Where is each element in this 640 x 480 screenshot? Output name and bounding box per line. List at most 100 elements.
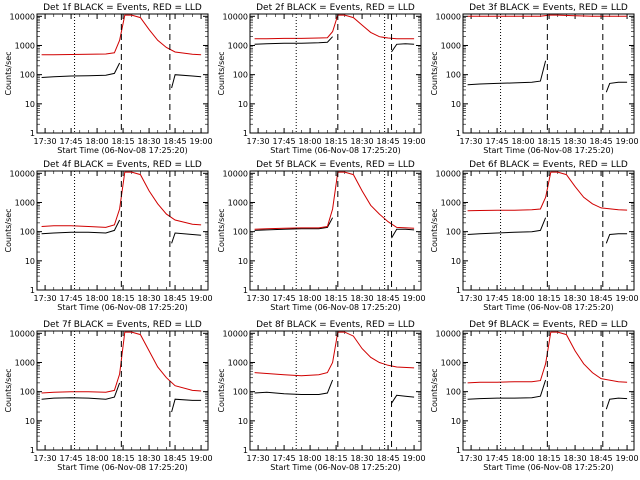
plot-frame [36,330,209,451]
y-tick-label: 10 [25,257,35,266]
x-tick-label: 17:30 [460,137,483,146]
panel-title: Det 4f BLACK = Events, RED = LLD [43,160,202,170]
y-tick-label: 10000 [436,329,461,338]
x-tick-label: 18:45 [164,294,187,303]
series-line-lld [467,14,628,17]
series-line-lld [41,171,202,228]
plot-frame [36,170,209,291]
series-line-lld [467,171,628,212]
plot-frame [249,170,422,291]
x-tick-label: 18:30 [564,137,587,146]
x-tick-label: 17:30 [247,454,270,463]
y-tick-label: 10000 [436,169,461,178]
panel-title: Det 8f BLACK = Events, RED = LLD [256,320,415,330]
y-tick-label: 1000 [441,358,461,367]
x-tick-label: 17:45 [486,137,509,146]
x-tick-label: 17:45 [273,137,296,146]
x-tick-label: 18:00 [512,137,535,146]
y-tick-label: 1 [30,286,35,295]
x-tick-label: 18:45 [590,137,613,146]
y-tick-label: 1 [456,286,461,295]
y-tick-label: 1000 [441,198,461,207]
x-tick-label: 19:00 [616,454,639,463]
y-tick-label: 10000 [10,12,35,21]
x-tick-label: 19:00 [403,137,426,146]
panel-title: Det 3f BLACK = Events, RED = LLD [469,3,628,13]
y-tick-label: 10 [25,100,35,109]
x-tick-label: 18:30 [138,294,161,303]
panel-9: Det 9f BLACK = Events, RED = LLD 1 10 100 10… [430,320,639,472]
x-tick-label: 18:00 [512,294,535,303]
y-tick-label: 10 [451,257,461,266]
x-tick-label: 17:45 [60,137,83,146]
x-tick-label: 19:00 [190,294,213,303]
y-tick-label: 10 [238,417,248,426]
y-tick-label: 1000 [228,198,248,207]
x-tick-label: 18:15 [538,294,561,303]
panel-title: Det 6f BLACK = Events, RED = LLD [469,160,628,170]
y-axis-label: Counts/sec [430,208,439,252]
x-tick-label: 18:45 [164,137,187,146]
y-tick-label: 1000 [228,358,248,367]
x-tick-label: 19:00 [403,454,426,463]
y-tick-label: 100 [446,228,461,237]
y-tick-label: 1 [456,446,461,455]
y-axis-label: Counts/sec [217,51,226,95]
panel-8: Det 8f BLACK = Events, RED = LLD 1 10 100 10… [217,320,426,472]
panel-6: Det 6f BLACK = Events, RED = LLD 1 10 100 10… [430,160,639,312]
x-tick-label: 18:15 [325,137,348,146]
y-tick-label: 1000 [15,358,35,367]
x-tick-label: 17:30 [34,294,57,303]
x-tick-label: 19:00 [616,137,639,146]
x-tick-label: 17:45 [486,454,509,463]
x-tick-label: 17:30 [460,294,483,303]
x-tick-label: 19:00 [190,454,213,463]
x-tick-label: 18:15 [538,137,561,146]
x-tick-label: 18:45 [590,454,613,463]
series-line-events [254,36,415,53]
y-tick-label: 1000 [15,198,35,207]
y-tick-label: 1 [30,129,35,138]
panel-title: Det 5f BLACK = Events, RED = LLD [256,160,415,170]
plot-frame [36,13,209,134]
series-line-lld [41,331,202,394]
plot-frame [462,330,635,451]
panel-7: Det 7f BLACK = Events, RED = LLD 1 10 100 10… [4,320,213,472]
y-tick-label: 100 [20,228,35,237]
x-tick-label: 18:00 [86,294,109,303]
series-line-lld [254,331,415,377]
x-tick-label: 19:00 [403,294,426,303]
x-tick-label: 17:45 [273,454,296,463]
y-axis-label: Counts/sec [217,368,226,412]
x-tick-label: 18:30 [351,137,374,146]
y-tick-label: 1 [30,446,35,455]
y-axis-label: Counts/sec [4,368,13,412]
series-line-events [41,62,202,89]
series-line-events [254,379,415,404]
y-tick-label: 100 [20,71,35,80]
series-line-events [254,217,415,239]
plot-frame [462,170,635,291]
x-tick-label: 18:45 [590,294,613,303]
y-tick-label: 100 [233,228,248,237]
y-tick-label: 1 [243,286,248,295]
y-tick-label: 10 [451,417,461,426]
panel-4: Det 4f BLACK = Events, RED = LLD 1 10 100 10… [4,160,213,312]
y-axis-label: Counts/sec [4,51,13,95]
x-tick-label: 18:15 [325,454,348,463]
x-tick-label: 19:00 [616,294,639,303]
x-tick-label: 18:45 [377,137,400,146]
y-axis-label: Counts/sec [217,208,226,252]
plot-frame [462,13,635,134]
x-tick-label: 18:15 [112,294,135,303]
x-axis-label: Start Time (06-Nov-08 17:25:20) [57,146,187,155]
x-tick-label: 18:15 [538,454,561,463]
x-tick-label: 17:30 [247,137,270,146]
y-axis-label: Counts/sec [4,208,13,252]
x-tick-label: 18:30 [351,294,374,303]
x-tick-label: 18:30 [351,454,374,463]
panel-1: Det 1f BLACK = Events, RED = LLD 1 10 100 10… [4,3,213,155]
panel-title: Det 7f BLACK = Events, RED = LLD [43,320,202,330]
y-tick-label: 100 [233,71,248,80]
